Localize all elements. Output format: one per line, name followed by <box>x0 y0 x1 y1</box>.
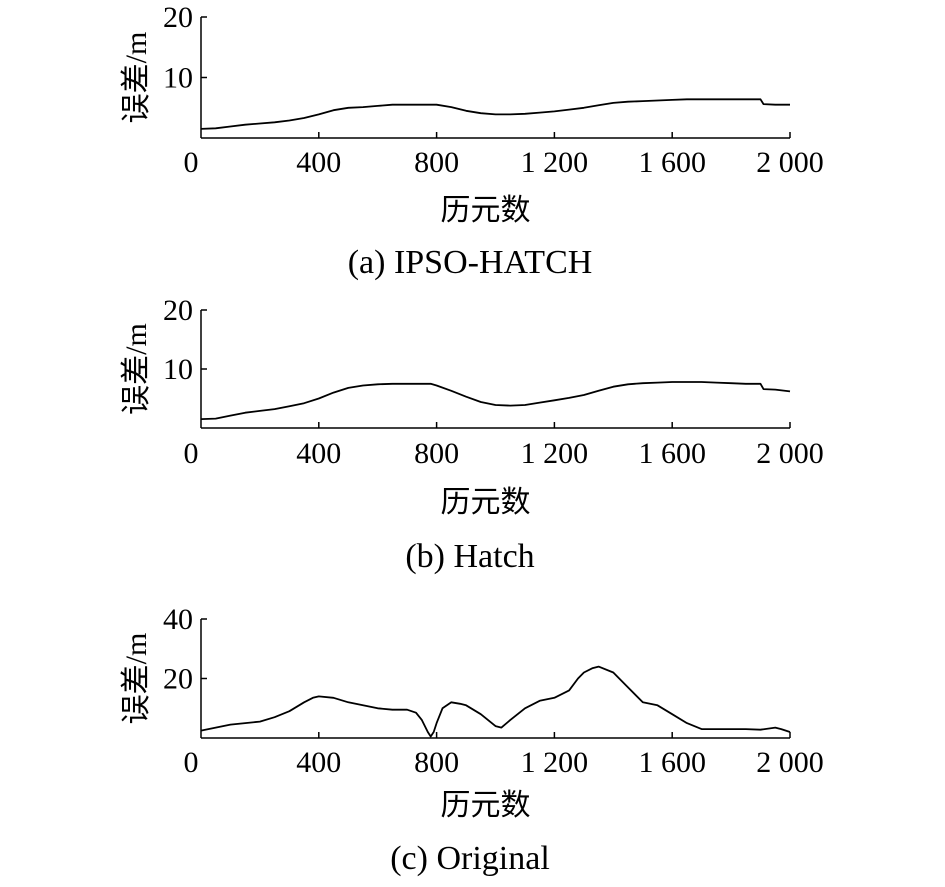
x-tick-label: 1 600 <box>638 437 706 470</box>
panel-caption: (b) Hatch <box>405 538 534 575</box>
y-tick-label: 10 <box>163 353 193 386</box>
x-tick-label: 2 000 <box>756 437 824 470</box>
x-tick-label: 1 200 <box>521 146 589 179</box>
y-axis-label: 误差/m <box>120 323 153 415</box>
panel-caption: (a) IPSO-HATCH <box>348 244 593 281</box>
panel-caption: (c) Original <box>390 840 550 877</box>
x-tick-label: 400 <box>296 146 341 179</box>
x-tick-label: 2 000 <box>756 746 824 779</box>
x-tick-label: 800 <box>414 746 459 779</box>
series-line-0 <box>200 381 791 420</box>
x-axis-label: 历元数 <box>441 194 531 227</box>
chart-panel-2: 0 400 800 1 200 1 600 2 000 20 40 误差/m 历元数 (c) Ori… <box>120 603 824 877</box>
x-tick-label: 1 600 <box>638 746 706 779</box>
x-tick-label: 400 <box>296 437 341 470</box>
x-tick-label: 400 <box>296 746 341 779</box>
chart-panel-0: 0 400 800 1 200 1 600 2 000 10 20 误差/m 历元数 (a) IPS… <box>120 1 824 281</box>
x-tick-label: 1 200 <box>521 437 589 470</box>
series-line-0 <box>200 98 790 130</box>
y-tick-label: 20 <box>163 1 193 34</box>
x-tick-label: 0 <box>184 437 199 470</box>
x-tick-label: 0 <box>184 746 199 779</box>
x-tick-label: 2 000 <box>756 146 824 179</box>
y-axis-label: 误差/m <box>120 633 153 725</box>
series-line-0 <box>200 665 791 738</box>
y-tick-label: 20 <box>163 663 193 696</box>
x-tick-label: 800 <box>414 437 459 470</box>
x-axis-label: 历元数 <box>441 486 531 519</box>
y-axis-label: 误差/m <box>120 32 153 124</box>
x-tick-label: 1 200 <box>521 746 589 779</box>
chart-panel-1: 0 400 800 1 200 1 600 2 000 10 20 误差/m 历元数 (b) Hat… <box>120 294 824 575</box>
y-tick-label: 10 <box>163 62 193 95</box>
y-tick-label: 20 <box>163 294 193 327</box>
x-tick-label: 1 600 <box>638 146 706 179</box>
y-tick-label: 40 <box>163 603 193 636</box>
x-tick-label: 0 <box>184 146 199 179</box>
x-tick-label: 800 <box>414 146 459 179</box>
x-axis-label: 历元数 <box>441 789 531 822</box>
